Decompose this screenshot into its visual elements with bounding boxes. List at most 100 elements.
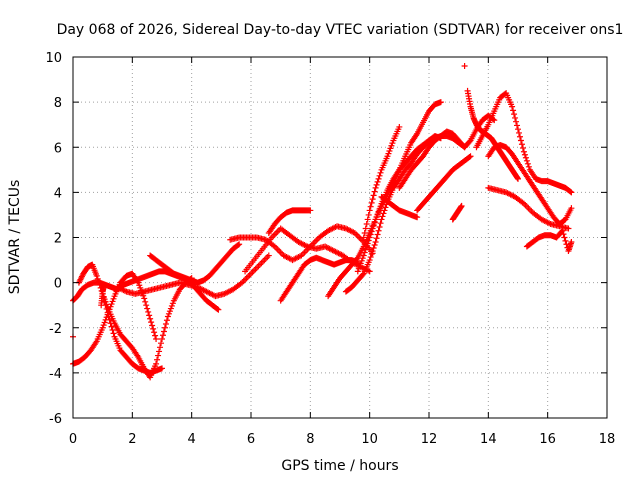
data-point [376,223,383,230]
data-point [522,154,529,161]
data-point [380,210,387,217]
data-point [160,328,167,335]
data-point [467,153,474,160]
data-point [162,320,169,327]
x-axis-title: GPS time / hours [281,458,398,474]
series-arc-19 [461,63,468,70]
data-point [371,188,378,195]
data-point [374,211,381,218]
data-point [384,153,391,160]
data-point [377,220,384,227]
y-tick-label: 6 [54,141,62,156]
y-tick-label: 2 [54,232,62,247]
y-tick-label: -4 [49,367,62,382]
data-point [109,298,116,305]
data-point [103,301,110,308]
data-point [135,279,142,286]
x-tick-label: 6 [247,432,255,447]
data-point [382,204,389,211]
data-point [359,271,366,278]
data-point [150,325,157,332]
data-point [106,316,113,323]
data-point [371,219,378,226]
data-point [145,308,152,315]
data-point [101,281,108,288]
data-point [386,148,393,155]
data-point [366,257,373,264]
data-point [517,137,524,144]
series-arc-17 [414,153,474,214]
data-point [563,241,570,248]
data-point [512,114,519,121]
data-point [152,332,159,339]
data-point [110,330,117,337]
data-point [307,207,314,214]
data-point [458,202,465,209]
data-point [368,251,375,258]
data-point [513,118,520,125]
data-point [93,272,100,279]
data-point [148,319,155,326]
data-point [370,245,377,252]
data-point [568,205,575,212]
data-point [372,184,379,191]
data-point [374,231,381,238]
data-point [437,99,444,106]
data-point [560,231,567,238]
data-point [377,169,384,176]
data-point [236,241,243,248]
series-arc-14 [360,123,403,241]
data-point [362,246,369,253]
axis-ticks [72,56,608,419]
chart-title: Day 068 of 2026, Sidereal Day-to-day VTE… [57,22,624,38]
x-tick-label: 2 [128,432,136,447]
x-tick-label: 18 [599,432,616,447]
data-point [375,208,382,215]
data-point [368,228,375,235]
data-point [523,157,530,164]
data-point [461,63,468,70]
data-point [158,340,165,347]
data-point [157,344,164,351]
x-tick-label: 8 [306,432,314,447]
data-point [354,268,361,275]
data-point [215,306,222,313]
data-point [562,237,569,244]
data-point [366,234,373,241]
data-point [516,133,523,140]
data-point [368,199,375,206]
data-point [147,315,154,322]
data-point [151,329,158,336]
data-point [95,278,102,285]
data-point [377,203,384,210]
data-point [367,254,374,261]
data-point [360,252,367,259]
data-point [519,145,526,152]
data-point [371,242,378,249]
y-tick-label: 4 [54,186,62,201]
data-point [265,252,272,259]
data-point [163,317,170,324]
data-point [466,154,473,161]
x-tick-label: 12 [421,432,438,447]
data-point [387,145,394,152]
series-arc-18 [449,202,465,223]
data-point [164,313,171,320]
data-point [375,175,382,182]
x-tick-label: 0 [69,432,77,447]
series-arc-4 [99,275,195,381]
data-point [144,305,151,312]
data-marks [70,63,575,381]
data-point [101,319,108,326]
data-point [155,352,162,359]
data-point [169,300,176,307]
data-point [515,175,521,182]
y-tick-label: 0 [54,277,62,292]
data-point [369,196,376,203]
data-point [363,243,370,250]
data-point [369,225,376,232]
data-point [361,229,368,236]
data-point [389,140,396,147]
data-point [156,348,163,355]
